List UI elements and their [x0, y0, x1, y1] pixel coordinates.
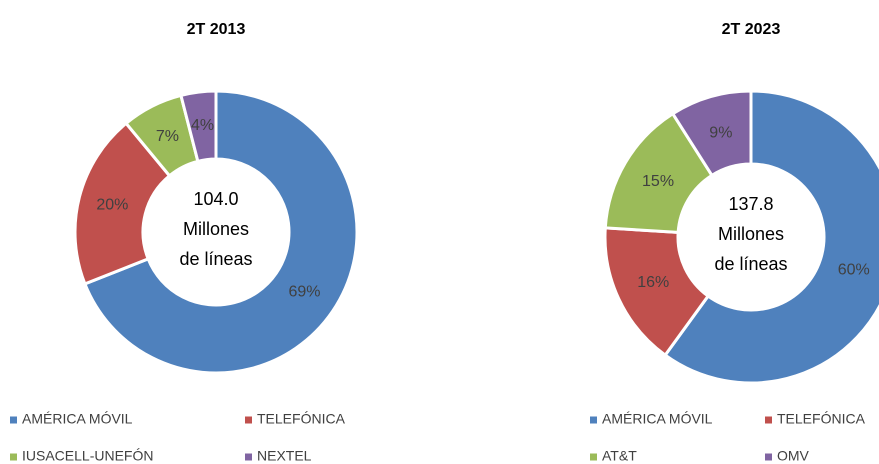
- donut-slice: [73, 121, 172, 286]
- data-label: 7%: [156, 128, 179, 145]
- legend-label: AT&T: [602, 448, 637, 464]
- legend-swatch: [590, 453, 597, 461]
- legend-swatch: [590, 416, 597, 424]
- data-label: 16%: [637, 274, 669, 291]
- legend-label: TELEFÓNICA: [777, 411, 866, 427]
- data-label: 9%: [709, 125, 732, 142]
- legend-swatch: [245, 453, 252, 461]
- chart-title: 2T 2013: [187, 21, 246, 38]
- center-text: de líneas: [714, 254, 787, 274]
- data-label: 69%: [288, 283, 320, 300]
- legend-label: AMÉRICA MÓVIL: [602, 411, 713, 427]
- center-text: 137.8: [728, 194, 773, 214]
- chart-title: 2T 2023: [722, 21, 781, 38]
- legend-label: IUSACELL-UNEFÓN: [22, 448, 153, 464]
- center-text: Millones: [718, 224, 784, 244]
- legend-label: AMÉRICA MÓVIL: [22, 411, 133, 427]
- legend-label: OMV: [777, 448, 810, 464]
- legend-swatch: [245, 416, 252, 424]
- legend-label: NEXTEL: [257, 448, 312, 464]
- data-label: 20%: [96, 197, 128, 214]
- legend-swatch: [10, 453, 17, 461]
- donut-slice: [179, 89, 218, 164]
- legend-swatch: [765, 416, 772, 424]
- donut-slice: [663, 89, 879, 385]
- center-text: Millones: [183, 219, 249, 239]
- donut-slice: [670, 89, 753, 178]
- legend-swatch: [10, 416, 17, 424]
- donut-slice: [82, 89, 359, 375]
- data-label: 60%: [838, 262, 870, 279]
- legend-label: TELEFÓNICA: [257, 411, 346, 427]
- center-text: 104.0: [193, 189, 238, 209]
- data-label: 15%: [642, 173, 674, 190]
- legend-swatch: [765, 453, 772, 461]
- center-text: de líneas: [179, 249, 252, 269]
- data-label: 4%: [191, 117, 214, 134]
